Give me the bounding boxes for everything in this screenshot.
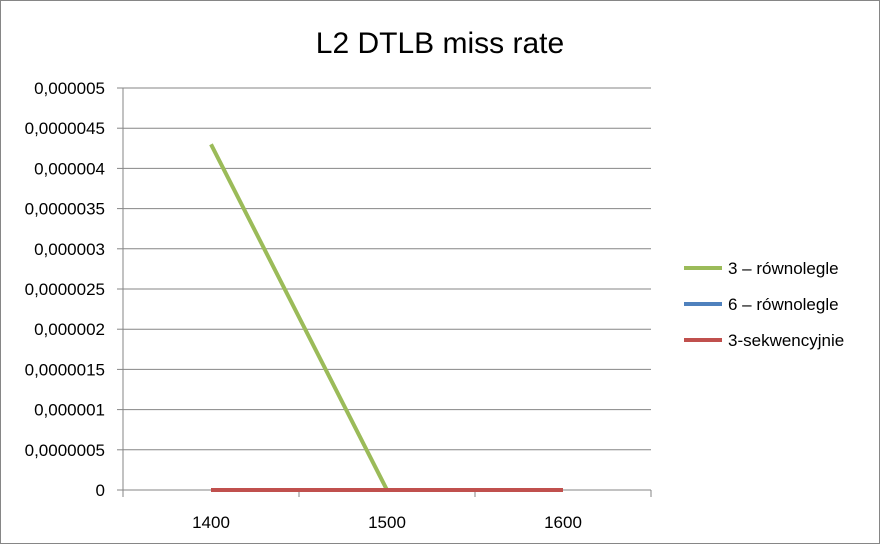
y-tick-label: 0,0000025 (25, 280, 105, 299)
x-tick-label: 1400 (192, 513, 230, 532)
gridlines (123, 87, 651, 451)
axes (117, 87, 652, 497)
y-tick-label: 0,0000045 (25, 119, 105, 138)
series-lines (209, 143, 563, 492)
chart-title: L2 DTLB miss rate (316, 27, 564, 60)
y-tick-label: 0,0000005 (25, 441, 105, 460)
y-tick-label: 0,000002 (34, 320, 105, 339)
x-tick-label: 1600 (544, 513, 582, 532)
legend: 3 – równolegle 6 – równolegle 3-sekwencyjn… (684, 259, 844, 350)
x-tick-label: 1500 (368, 513, 406, 532)
x-axis-tick-labels: 1400 1500 1600 (192, 513, 582, 532)
y-tick-label: 0,000005 (34, 79, 105, 98)
legend-label: 3 – równolegle (728, 259, 839, 278)
y-tick-label: 0 (96, 481, 105, 500)
y-axis-tick-labels: 0 0,0000005 0,000001 0,0000015 0,000002 0,000… (25, 79, 105, 500)
y-tick-label: 0,000003 (34, 240, 105, 259)
series-line-1 (209, 143, 563, 492)
y-tick-label: 0,000001 (34, 401, 105, 420)
legend-label: 6 – równolegle (728, 295, 839, 314)
y-tick-label: 0,0000015 (25, 360, 105, 379)
y-tick-label: 0,000004 (34, 159, 105, 178)
y-tick-label: 0,0000035 (25, 200, 105, 219)
legend-label: 3-sekwencyjnie (728, 331, 844, 350)
